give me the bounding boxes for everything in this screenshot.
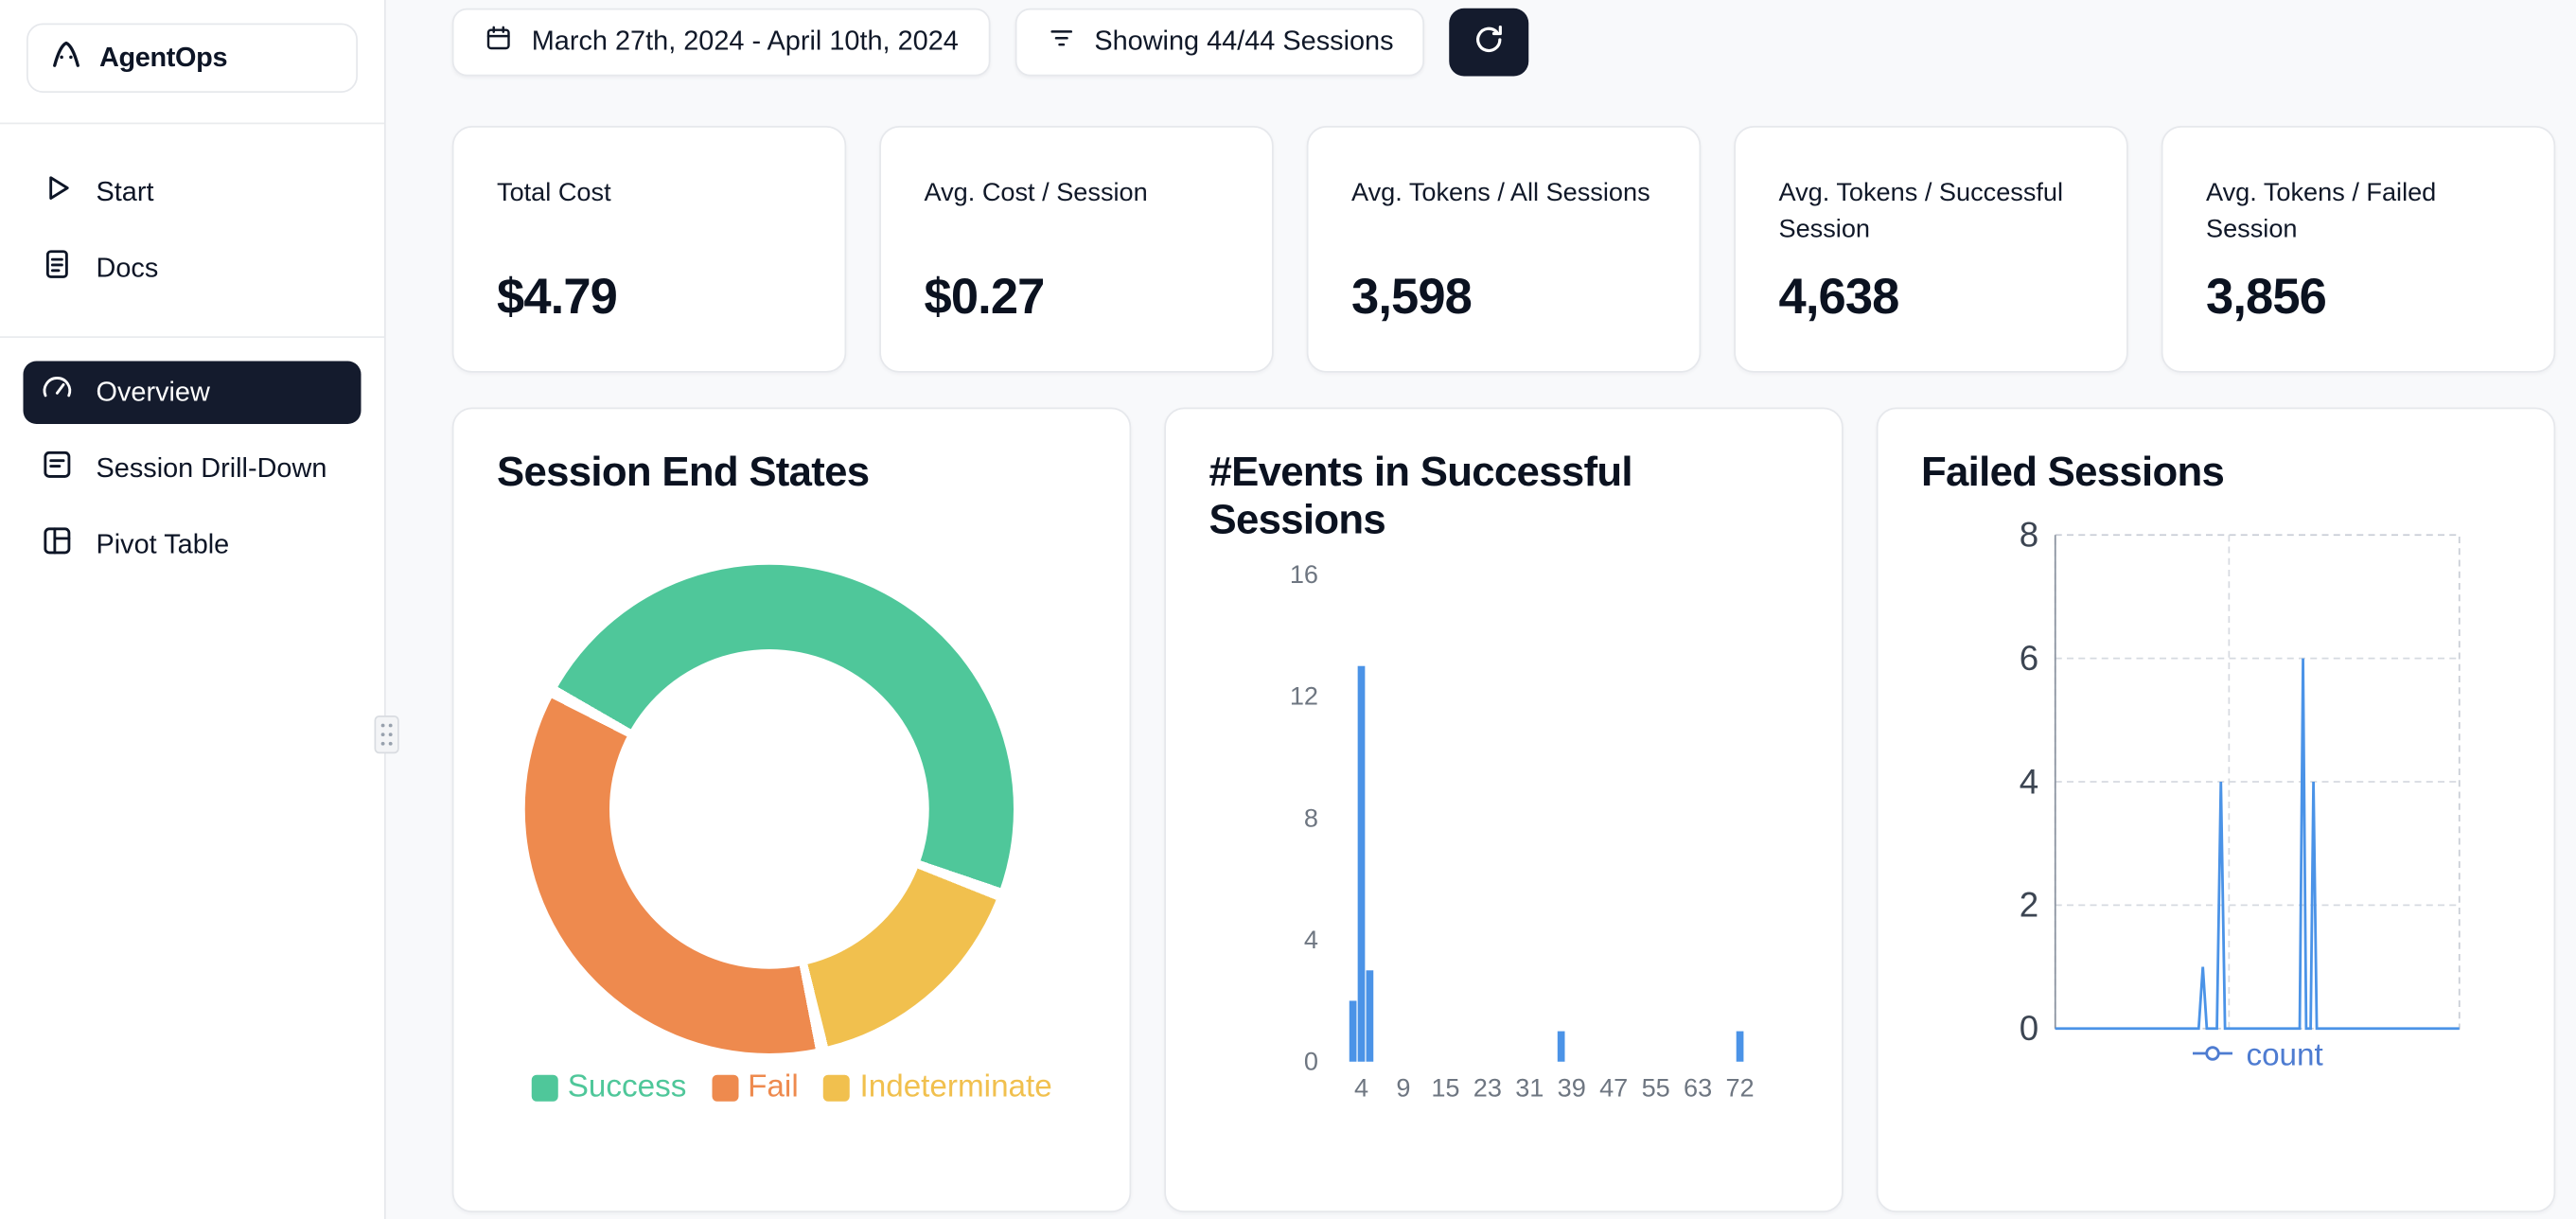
- sidebar-item-label: Start: [96, 176, 154, 206]
- svg-text:63: 63: [1684, 1073, 1712, 1103]
- failed-sessions-line-chart: 0 2 4 6 8: [2020, 516, 2461, 1048]
- legend-item-fail[interactable]: Fail: [711, 1069, 799, 1107]
- legend-label: Success: [567, 1069, 687, 1105]
- session-end-states-card: Session End States Success Fail: [451, 407, 1132, 1212]
- donut-legend: Success Fail Indeterminate: [454, 1070, 1130, 1107]
- svg-text:39: 39: [1558, 1073, 1586, 1103]
- sidebar-item-label: Docs: [96, 252, 159, 283]
- line-legend-count[interactable]: count: [2056, 1038, 2460, 1075]
- sidebar-item-pivot-table[interactable]: Pivot Table: [24, 507, 362, 584]
- legend-label: Fail: [748, 1069, 799, 1105]
- sidebar-item-label: Overview: [96, 377, 210, 407]
- stat-label: Avg. Tokens / All Sessions: [1351, 179, 1650, 207]
- svg-text:6: 6: [2020, 639, 2038, 678]
- stat-value: 4,638: [1778, 270, 1900, 325]
- main-content: March 27th, 2024 - April 10th, 2024 Show…: [386, 0, 2576, 1219]
- toolbar: March 27th, 2024 - April 10th, 2024 Show…: [451, 8, 1530, 77]
- stats-row: Total Cost $4.79 Avg. Cost / Session $0.…: [451, 126, 2556, 373]
- chart-title: #Events in Successful Sessions: [1209, 449, 1633, 543]
- svg-text:0: 0: [1304, 1047, 1318, 1076]
- sidebar-item-docs[interactable]: Docs: [24, 230, 362, 307]
- legend-swatch: [531, 1074, 558, 1102]
- sessions-filter-button[interactable]: Showing 44/44 Sessions: [1015, 8, 1425, 77]
- svg-text:4: 4: [1304, 925, 1318, 954]
- legend-swatch: [822, 1074, 850, 1102]
- stat-value: $4.79: [497, 270, 618, 325]
- drilldown-icon: [40, 448, 75, 491]
- svg-text:72: 72: [1725, 1073, 1754, 1103]
- sidebar-resize-handle[interactable]: [374, 716, 399, 754]
- sidebar-item-overview[interactable]: Overview: [23, 361, 362, 424]
- donut-chart[interactable]: [524, 564, 1014, 1053]
- line-legend-label: count: [2246, 1038, 2323, 1073]
- legend-label: Indeterminate: [859, 1069, 1052, 1105]
- calendar-icon: [484, 24, 514, 62]
- chart-title: Failed Sessions: [1921, 449, 2225, 496]
- svg-text:9: 9: [1396, 1073, 1410, 1103]
- svg-text:23: 23: [1473, 1073, 1502, 1103]
- svg-text:4: 4: [2020, 762, 2038, 801]
- refresh-icon: [1473, 24, 1507, 62]
- stat-label: Total Cost: [497, 179, 611, 207]
- sessions-filter-label: Showing 44/44 Sessions: [1094, 26, 1394, 57]
- docs-icon: [40, 247, 75, 291]
- donut-hole: [609, 649, 929, 969]
- svg-text:55: 55: [1642, 1073, 1670, 1103]
- svg-text:4: 4: [1354, 1073, 1368, 1103]
- stat-value: $0.27: [924, 270, 1046, 325]
- play-icon: [40, 170, 75, 214]
- stat-card-avg-cost-session: Avg. Cost / Session $0.27: [879, 126, 1274, 373]
- stat-value: 3,856: [2206, 270, 2327, 325]
- svg-text:31: 31: [1515, 1073, 1544, 1103]
- svg-text:12: 12: [1290, 681, 1318, 711]
- svg-text:8: 8: [2020, 516, 2038, 555]
- events-successful-sessions-card: #Events in Successful Sessions 0 4 8 12 16 4 9…: [1164, 407, 1844, 1212]
- sidebar: AgentOps Start: [0, 0, 386, 1219]
- failed-sessions-card: Failed Sessions 0 2 4 6 8 count: [1876, 407, 2556, 1212]
- svg-text:47: 47: [1599, 1073, 1628, 1103]
- svg-text:0: 0: [2020, 1009, 2038, 1048]
- gauge-icon: [40, 371, 75, 415]
- stat-card-total-cost: Total Cost $4.79: [451, 126, 847, 373]
- stat-label: Avg. Tokens / Successful Session: [1778, 179, 2064, 245]
- sidebar-divider: [0, 122, 384, 125]
- line-legend-marker-icon: [2192, 1042, 2235, 1072]
- svg-text:8: 8: [1304, 803, 1318, 832]
- sidebar-nav-top: Start Docs: [0, 124, 384, 307]
- filter-icon: [1047, 24, 1077, 62]
- date-range-button[interactable]: March 27th, 2024 - April 10th, 2024: [451, 8, 991, 77]
- charts-row: Session End States Success Fail: [451, 407, 2556, 1212]
- stat-card-avg-tokens-failed: Avg. Tokens / Failed Session 3,856: [2161, 126, 2556, 373]
- legend-item-success[interactable]: Success: [531, 1070, 686, 1107]
- legend-item-indeterminate[interactable]: Indeterminate: [822, 1069, 1052, 1107]
- agentops-logo-icon: [48, 36, 85, 80]
- sidebar-item-label: Pivot Table: [96, 529, 230, 559]
- svg-text:15: 15: [1431, 1073, 1459, 1103]
- sidebar-item-label: Session Drill-Down: [96, 452, 327, 484]
- refresh-button[interactable]: [1450, 8, 1530, 77]
- svg-text:2: 2: [2020, 886, 2038, 925]
- sidebar-divider: [0, 336, 384, 338]
- legend-swatch: [711, 1074, 738, 1102]
- stat-label: Avg. Tokens / Failed Session: [2206, 179, 2437, 245]
- app-title: AgentOps: [99, 42, 228, 73]
- chart-title: Session End States: [497, 449, 870, 496]
- stat-value: 3,598: [1351, 270, 1473, 325]
- sidebar-nav-main: Overview Session Drill-Down: [0, 338, 384, 583]
- svg-text:16: 16: [1290, 559, 1318, 589]
- sidebar-item-start[interactable]: Start: [24, 154, 362, 231]
- stat-label: Avg. Cost / Session: [924, 179, 1148, 207]
- sidebar-item-session-drill-down[interactable]: Session Drill-Down: [24, 431, 362, 507]
- stat-card-avg-tokens-successful: Avg. Tokens / Successful Session 4,638: [1734, 126, 2128, 373]
- date-range-label: March 27th, 2024 - April 10th, 2024: [531, 26, 959, 57]
- pivot-icon: [40, 523, 75, 567]
- stat-card-avg-tokens-all: Avg. Tokens / All Sessions 3,598: [1306, 126, 1702, 373]
- logo-card[interactable]: AgentOps: [26, 23, 358, 93]
